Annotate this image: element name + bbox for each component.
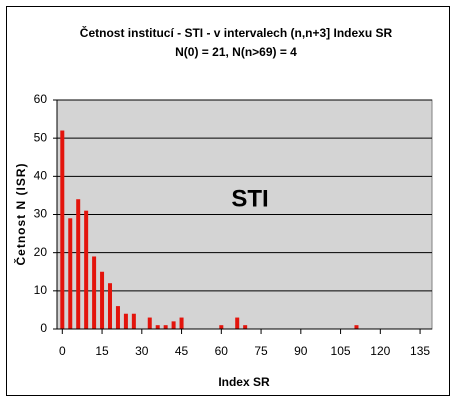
y-tick-label: 30: [34, 207, 48, 221]
bar: [100, 271, 105, 329]
chart-title: Četnost institucí - STI - v intervalech …: [80, 25, 393, 40]
bar: [354, 325, 359, 329]
bar: [131, 313, 136, 329]
x-tick-label: 60: [215, 344, 229, 358]
bar: [155, 325, 160, 329]
bar: [84, 210, 89, 329]
bar: [219, 325, 224, 329]
x-tick-label: 0: [59, 344, 66, 358]
annotation: STI: [231, 185, 268, 212]
bar: [60, 130, 65, 329]
bar: [76, 199, 81, 329]
x-tick-label: 90: [294, 344, 308, 358]
x-tick-label: 75: [254, 344, 268, 358]
bar: [147, 317, 152, 329]
x-tick-label: 105: [331, 344, 351, 358]
x-tick-label: 30: [135, 344, 149, 358]
x-tick-label: 45: [175, 344, 189, 358]
bar: [163, 325, 168, 329]
y-tick-label: 10: [34, 283, 48, 297]
bar: [243, 325, 248, 329]
bar: [68, 218, 73, 329]
y-tick-label: 20: [34, 245, 48, 259]
y-tick-label: 60: [34, 92, 48, 106]
x-axis-label: Index SR: [218, 375, 270, 389]
y-tick-label: 40: [34, 169, 48, 183]
x-tick-label: 120: [370, 344, 390, 358]
bar: [115, 306, 120, 329]
y-axis-label: Četnost N (ISR): [13, 163, 28, 266]
x-tick-label: 135: [410, 344, 430, 358]
y-tick-label: 0: [40, 321, 47, 335]
chart-subtitle: N(0) = 21, N(n>69) = 4: [175, 45, 297, 59]
bar: [108, 283, 113, 329]
bar: [123, 313, 128, 329]
bar: [235, 317, 240, 329]
bar: [92, 256, 97, 329]
x-tick-label: 15: [95, 344, 109, 358]
bar: [171, 321, 176, 329]
y-tick-label: 50: [34, 130, 48, 144]
bar: [179, 317, 184, 329]
